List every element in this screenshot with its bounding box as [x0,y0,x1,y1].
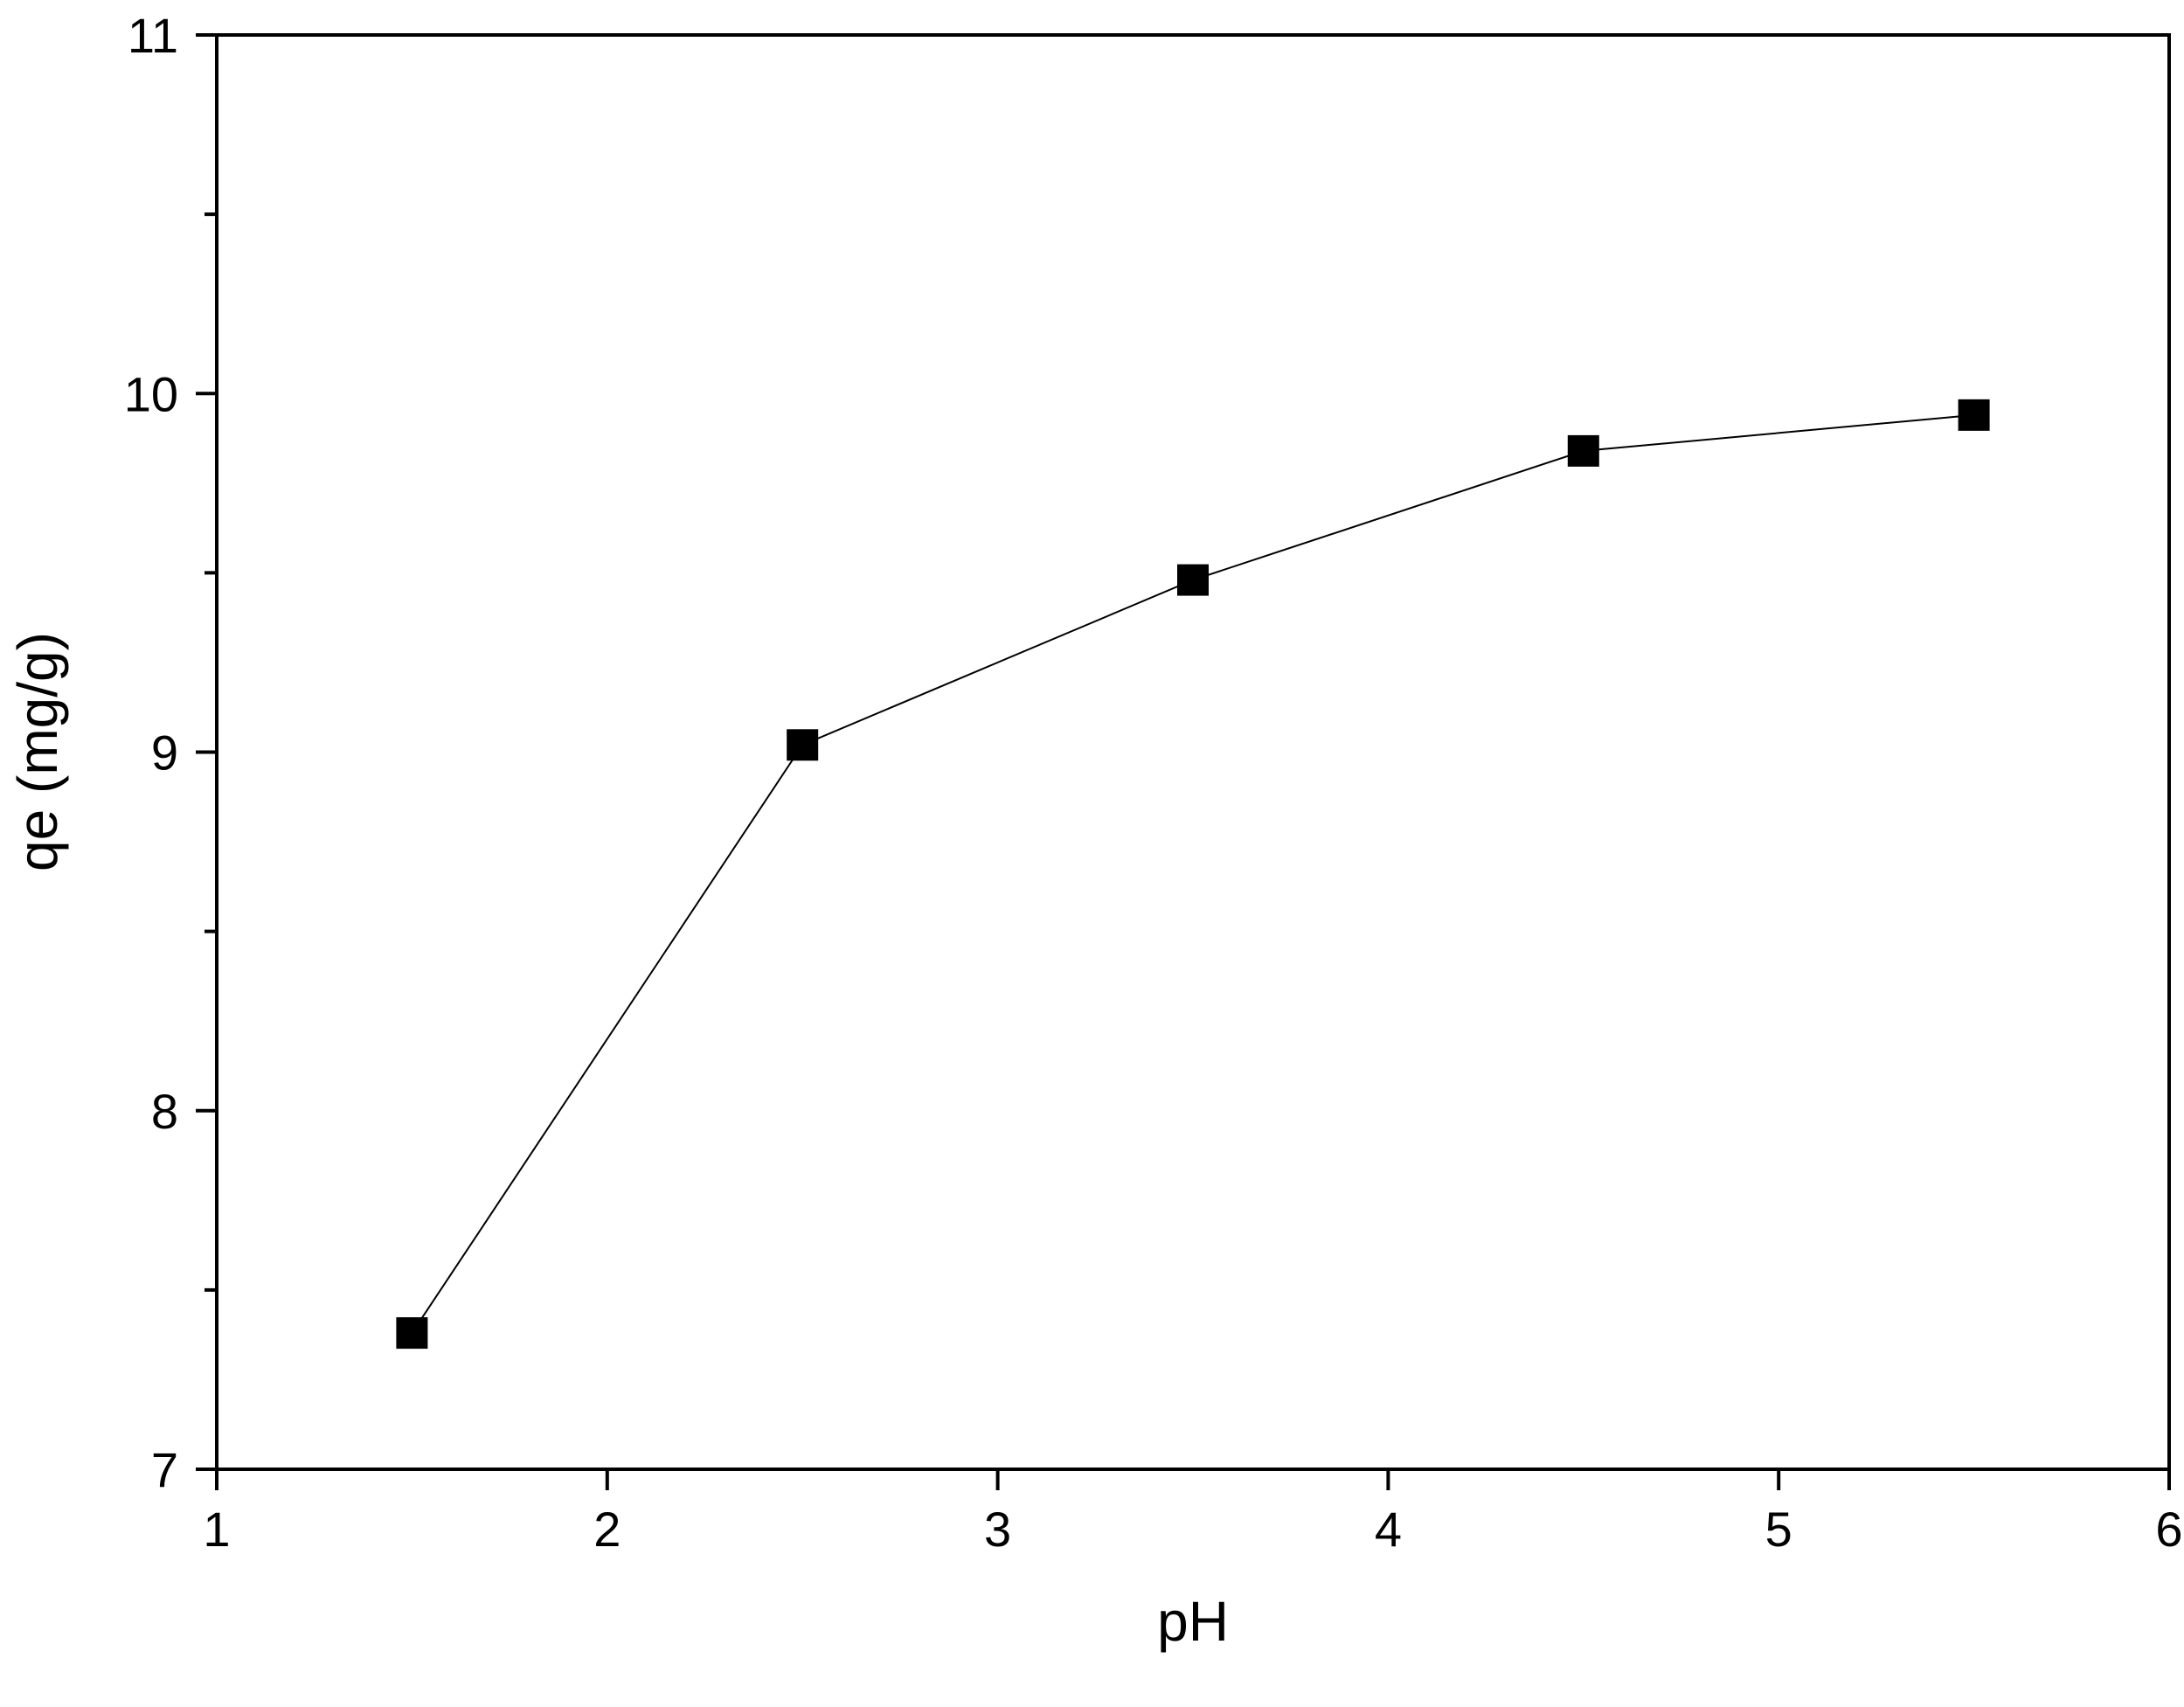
data-point-marker [1567,434,1599,467]
y-tick-label: 8 [151,1084,178,1139]
x-axis-label: pH [1157,1590,1229,1653]
series-layer [396,399,1990,1350]
data-point-marker [787,729,819,761]
y-tick-label: 10 [124,366,178,421]
x-tick-label: 4 [1375,1502,1402,1557]
x-axis: 1 2 3 4 5 6 [203,1469,2183,1557]
x-tick-label: 1 [203,1502,230,1557]
y-axis: 7 8 9 10 11 [124,8,217,1497]
x-tick-label: 6 [2155,1502,2182,1557]
x-tick-label: 3 [984,1502,1011,1557]
series-line [411,413,1974,1334]
data-point-marker [1958,399,1990,431]
y-tick-label: 7 [151,1442,178,1497]
x-tick-label: 2 [593,1502,621,1557]
y-axis-label: qe (mg/g) [6,632,69,871]
x-tick-label: 5 [1765,1502,1792,1557]
y-tick-label: 11 [128,8,178,63]
data-point-marker [1177,564,1209,596]
plot-frame [215,33,2171,1471]
data-point-marker [396,1317,428,1350]
y-tick-label: 9 [151,725,178,781]
